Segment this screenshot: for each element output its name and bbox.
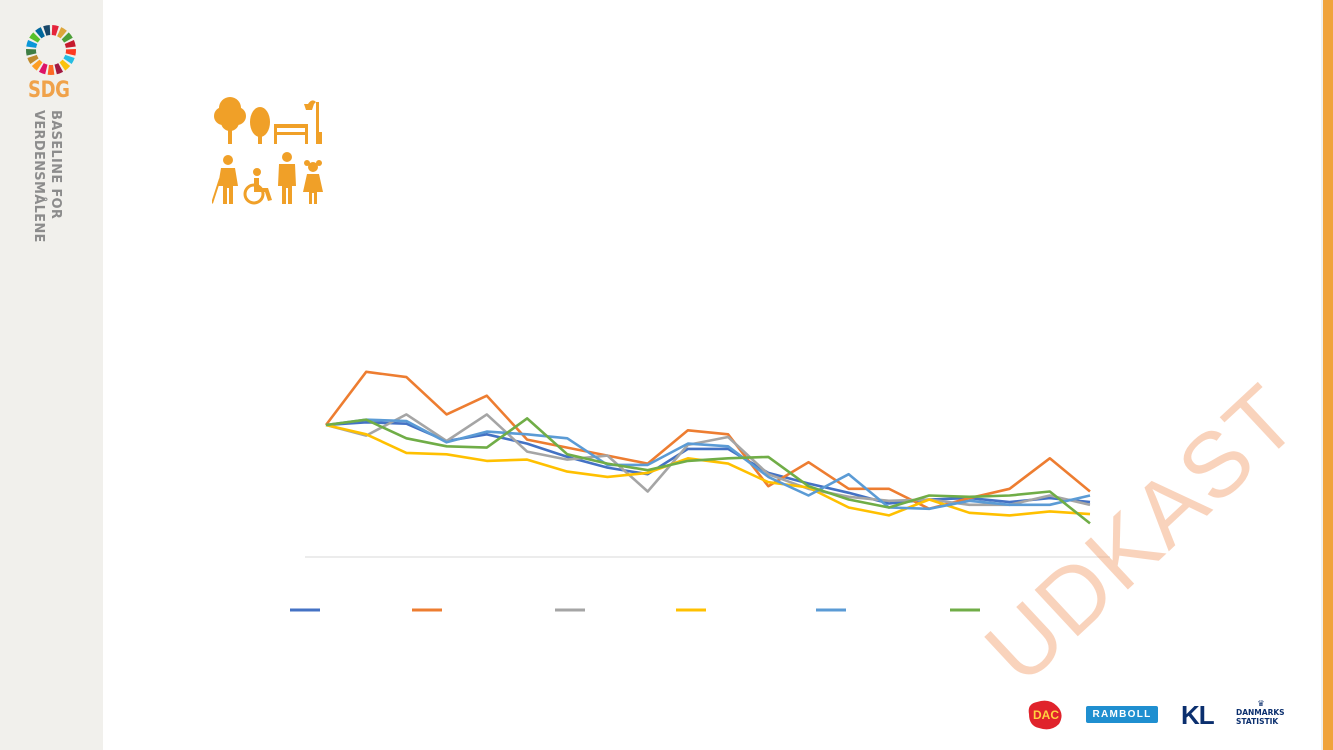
- sdg-wheel-segment: [29, 32, 41, 43]
- sdg-subtitle-line1: BASELINE FOR: [48, 110, 63, 220]
- dst-line1: DANMARKS: [1236, 708, 1285, 717]
- sdg-wheel-segment: [25, 48, 37, 56]
- ramboll-logo: RAMBOLL: [1086, 706, 1158, 723]
- sdg-wheel-segment: [54, 63, 64, 75]
- sdg-wheel-segment: [65, 48, 77, 56]
- dst-line2: STATISTIK: [1236, 717, 1279, 726]
- series-line-3: [325, 413, 1091, 507]
- sdg-wheel-segment: [26, 39, 38, 48]
- wheelchair-user-icon: [243, 168, 272, 205]
- tree-icon: [250, 107, 270, 144]
- dac-logo-text: DAC: [1033, 708, 1059, 722]
- series-line-4: [325, 423, 1091, 517]
- danmarks-statistik-logo: ♛ DANMARKS STATISTIK: [1236, 699, 1286, 727]
- series-line-5: [325, 418, 1091, 511]
- girl-icon: [303, 160, 323, 204]
- series-line-6: [325, 417, 1091, 525]
- sdg-wheel-segment: [63, 54, 75, 65]
- park-bench-icon: [274, 124, 308, 144]
- street-lamp-icon: [304, 100, 322, 144]
- series-line-2: [324, 370, 1091, 511]
- sidebar: SDG BASELINE FOR VERDENSMÅLENE: [0, 0, 103, 750]
- kl-logo: KL: [1181, 700, 1215, 730]
- elderly-person-icon: [212, 155, 238, 204]
- crown-icon: ♛: [1257, 699, 1265, 708]
- sdg-subtitle: BASELINE FOR VERDENSMÅLENE: [30, 110, 64, 243]
- right-accent-bar: [1323, 0, 1333, 750]
- deciduous-tree-icon: [214, 97, 246, 144]
- goal-11-icon-group: [212, 97, 323, 205]
- sdg-wheel-segment: [51, 25, 59, 36]
- sdg-wheel-segment: [31, 59, 43, 71]
- partner-logos: DAC RAMBOLL KL ♛ DANMARKS STATISTIK: [1024, 696, 1286, 736]
- sdg-wheel-segment: [27, 54, 39, 65]
- sdg-wheel-segment: [59, 59, 71, 71]
- sdg-wheel-segment: [47, 64, 55, 75]
- sdg-wheel-segment: [38, 63, 48, 75]
- series-line-1: [325, 420, 1091, 505]
- dac-logo: DAC: [1028, 700, 1062, 730]
- man-icon: [278, 152, 296, 204]
- sdg-wheel-segment: [64, 39, 76, 48]
- sdg-wheel-segment: [57, 27, 67, 39]
- sdg-wheel-segment: [43, 25, 51, 36]
- sdg-wheel-logo: [25, 25, 77, 75]
- sdg-abbreviation: SDG: [28, 78, 70, 103]
- sdg-wheel-segment: [61, 32, 73, 43]
- sdg-subtitle-line2: VERDENSMÅLENE: [31, 110, 46, 243]
- sdg-wheel-segment: [35, 27, 45, 39]
